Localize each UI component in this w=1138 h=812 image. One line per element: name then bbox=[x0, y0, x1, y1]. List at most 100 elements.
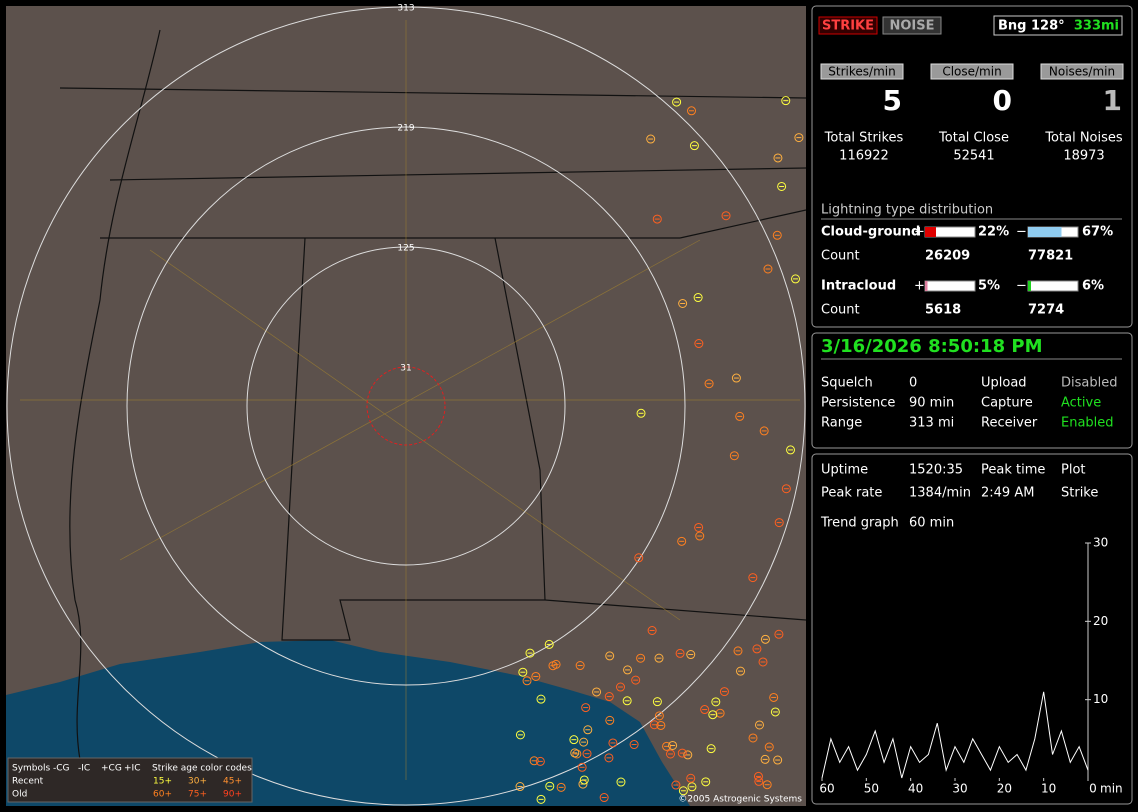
strike-symbol bbox=[575, 661, 585, 671]
legend-text: +IC bbox=[124, 764, 140, 774]
sign: − bbox=[1016, 225, 1027, 240]
legend-text: -IC bbox=[78, 764, 90, 774]
stats: Uptime 1520:35 Peak time Plot Peak rate 1384/… bbox=[821, 463, 1098, 501]
strike-symbol bbox=[772, 230, 782, 240]
x-tick-label: 30 bbox=[952, 782, 967, 796]
legend-age: 30+ bbox=[188, 777, 207, 787]
rate-button[interactable] bbox=[1040, 63, 1124, 80]
strike-symbol bbox=[604, 692, 614, 702]
strike-symbols bbox=[515, 96, 804, 804]
rate-label: Noises/min bbox=[1049, 65, 1115, 79]
strike-symbol bbox=[536, 794, 546, 804]
field: 0 bbox=[909, 376, 917, 391]
strike-symbol bbox=[548, 661, 558, 671]
bar-track bbox=[924, 280, 976, 292]
state-borders bbox=[59, 29, 807, 761]
panel-settings: 3/16/2026 8:50:18 PM Squelch 0 Upload Disab… bbox=[811, 332, 1133, 449]
strike-symbol bbox=[764, 742, 774, 752]
legend-text: Old bbox=[12, 790, 27, 800]
strike-symbol bbox=[686, 773, 696, 783]
strike-symbol bbox=[748, 573, 758, 583]
strike-symbol bbox=[781, 484, 791, 494]
percent-bar bbox=[1028, 227, 1062, 237]
percent-bar bbox=[925, 281, 928, 291]
range-rings bbox=[6, 6, 806, 806]
strike-symbol bbox=[535, 756, 545, 766]
strike-symbol bbox=[748, 733, 758, 743]
map: 313 219 125 31 Symbols -CG -IC +CG +IC S… bbox=[6, 4, 807, 806]
strike-symbol bbox=[616, 777, 626, 787]
strike-symbol bbox=[781, 96, 791, 106]
strike-symbol bbox=[654, 711, 664, 721]
total-label: Total Close bbox=[938, 131, 1009, 146]
range-ring bbox=[126, 126, 686, 686]
strike-symbol bbox=[572, 749, 582, 759]
strike-symbol bbox=[608, 738, 618, 748]
strike-symbol bbox=[605, 715, 615, 725]
strike-symbol bbox=[687, 106, 697, 116]
strike-symbol bbox=[652, 214, 662, 224]
strike-symbol bbox=[762, 780, 772, 790]
strike-symbol bbox=[522, 676, 532, 686]
distance: 333mi bbox=[1074, 19, 1119, 34]
x-tick-label: 20 bbox=[997, 782, 1012, 796]
strike-symbol bbox=[652, 697, 662, 707]
strike-symbol bbox=[693, 293, 703, 303]
strike-symbol bbox=[758, 657, 768, 667]
strike-symbol bbox=[675, 648, 685, 658]
strike-symbol bbox=[629, 740, 639, 750]
strike-symbol bbox=[623, 665, 633, 675]
strike-symbol bbox=[515, 782, 525, 792]
strike-symbol bbox=[687, 782, 697, 792]
strike-symbol bbox=[579, 775, 589, 785]
bar-track bbox=[1027, 280, 1079, 292]
x-tick-label: 10 bbox=[1041, 782, 1056, 796]
field: 1384/min bbox=[909, 486, 971, 501]
rate-button[interactable] bbox=[930, 63, 1014, 80]
percent-label: 5% bbox=[978, 279, 1000, 294]
range-ring bbox=[246, 246, 566, 566]
datetime: 3/16/2026 8:50:18 PM bbox=[821, 336, 1042, 357]
rate-button[interactable] bbox=[820, 63, 904, 80]
strike-symbol bbox=[599, 793, 609, 803]
strike-symbol bbox=[622, 696, 632, 706]
strike-symbol bbox=[754, 720, 764, 730]
strike-symbol bbox=[672, 97, 682, 107]
legend-age: 90+ bbox=[223, 790, 242, 800]
field: Persistence bbox=[821, 396, 895, 411]
percent-label: 22% bbox=[978, 225, 1009, 240]
rate-value: 1 bbox=[1103, 84, 1122, 117]
total-value: 18973 bbox=[1063, 149, 1104, 164]
legend-text: Strike age color codes bbox=[152, 764, 252, 774]
strike-symbol bbox=[544, 639, 554, 649]
strike-symbol bbox=[536, 694, 546, 704]
trend-graph: 10 20 30 60 50 40 30 20 10 0 min bbox=[819, 536, 1122, 796]
legend-box bbox=[7, 757, 253, 803]
strike-symbol bbox=[774, 518, 784, 528]
distribution: Cloud-ground+ 22%26209− 67%77821CountIntra… bbox=[821, 225, 1113, 318]
legend-text: +CG bbox=[101, 764, 122, 774]
legend-text: -CG bbox=[53, 764, 70, 774]
strike-symbol bbox=[736, 666, 746, 676]
count-value: 26209 bbox=[925, 249, 970, 264]
strike-symbol bbox=[556, 782, 566, 792]
strike-symbol bbox=[700, 705, 710, 715]
strike-symbol bbox=[719, 687, 729, 697]
field: 313 mi bbox=[909, 416, 954, 431]
noise-indicator[interactable] bbox=[882, 16, 942, 35]
strike-symbol bbox=[665, 749, 675, 759]
ring-label: 31 bbox=[400, 364, 411, 374]
percent-label: 6% bbox=[1082, 279, 1104, 294]
trend-line bbox=[821, 691, 1089, 779]
x-unit: min bbox=[1100, 782, 1123, 796]
sign: + bbox=[914, 225, 925, 240]
strike-symbol bbox=[656, 720, 666, 730]
strike-indicator[interactable] bbox=[818, 16, 878, 35]
field: 1520:35 bbox=[909, 463, 963, 478]
strike-symbol bbox=[786, 445, 796, 455]
field: Strike bbox=[1061, 486, 1098, 501]
strike-symbol bbox=[729, 451, 739, 461]
strike-symbol bbox=[634, 553, 644, 563]
